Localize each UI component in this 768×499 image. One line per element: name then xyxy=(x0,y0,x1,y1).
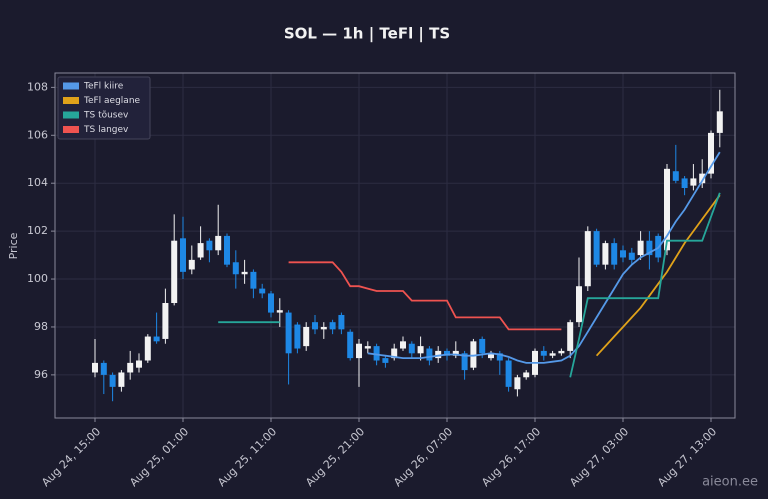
candle-body xyxy=(417,346,424,354)
candle-body xyxy=(690,178,697,186)
legend-swatch xyxy=(63,82,79,90)
legend-box xyxy=(57,76,151,140)
y-tick-label: 98 xyxy=(34,320,48,333)
candle-body xyxy=(611,243,618,265)
candle-body xyxy=(303,326,310,347)
watermark: aieon.ee xyxy=(702,475,758,490)
candle-body xyxy=(294,324,301,349)
candle-body xyxy=(664,168,670,251)
y-tick-label: 108 xyxy=(27,80,48,93)
legend-swatch xyxy=(63,111,79,119)
candle-body xyxy=(197,243,204,258)
line-series xyxy=(218,192,721,378)
candle-body xyxy=(329,322,336,330)
y-tick-label: 104 xyxy=(27,176,48,189)
y-tick-label: 106 xyxy=(27,128,48,141)
legend-label: TeFl kiire xyxy=(83,82,124,92)
candle-body xyxy=(259,288,266,294)
candle-body xyxy=(488,353,494,359)
candle-body xyxy=(470,341,477,368)
candle-body xyxy=(144,336,151,361)
candle-body xyxy=(232,262,239,275)
candle-body xyxy=(672,171,679,181)
candle-body xyxy=(250,271,257,289)
legend: TeFl kiire TeFl aeglane TS tõusev TS langev xyxy=(57,76,151,140)
candle-body xyxy=(584,231,591,287)
candle-body xyxy=(523,372,530,378)
legend-label: TS tõusev xyxy=(83,111,129,121)
candle-body xyxy=(127,362,134,373)
legend-label: TS langev xyxy=(83,125,129,135)
legend-label: TeFl aeglane xyxy=(83,96,141,106)
candle-body xyxy=(356,343,362,359)
candle-body xyxy=(567,322,574,351)
candle-body xyxy=(602,243,609,265)
candle-body xyxy=(400,341,406,349)
candle-body xyxy=(382,358,389,363)
candle-body xyxy=(408,343,415,354)
candle-body xyxy=(646,240,653,256)
candle-body xyxy=(241,271,248,275)
candle-body xyxy=(699,173,706,184)
candle-body xyxy=(593,231,600,265)
candle-body xyxy=(540,350,547,356)
candle-body xyxy=(558,350,565,354)
candle-body xyxy=(224,235,230,265)
candle-body xyxy=(285,312,292,354)
candle-body xyxy=(338,314,345,330)
candle-body xyxy=(435,350,442,359)
candle-body xyxy=(505,360,512,387)
candle-body xyxy=(320,326,327,330)
candle-body xyxy=(681,178,688,188)
y-tick-label: 100 xyxy=(27,272,48,285)
candle-body xyxy=(496,353,503,361)
candle-body xyxy=(373,346,380,361)
candle-body xyxy=(514,377,521,390)
candle-body xyxy=(215,235,222,251)
plot-frame xyxy=(54,72,736,419)
candle-body xyxy=(549,353,556,356)
legend-swatch xyxy=(63,126,79,133)
candle-body xyxy=(364,346,371,349)
candle-body xyxy=(180,238,186,272)
candle-body xyxy=(136,360,142,368)
candle-body xyxy=(620,250,626,258)
candle-body xyxy=(716,111,723,133)
candle-body xyxy=(391,348,398,359)
candle-body xyxy=(118,372,125,387)
line-series xyxy=(288,261,562,331)
candle-body xyxy=(312,322,318,330)
candle-body xyxy=(206,240,213,251)
candle-body xyxy=(576,286,582,323)
candle-body xyxy=(347,331,354,359)
line-series xyxy=(595,194,721,357)
candle-body xyxy=(637,240,644,256)
chart-title: SOL — 1h | TeFl | TS xyxy=(284,25,450,44)
candle-body xyxy=(92,362,98,373)
candle-body xyxy=(628,252,635,260)
candle-body xyxy=(188,259,195,270)
candle-body xyxy=(461,353,468,371)
candle-body xyxy=(452,350,459,356)
candle-body xyxy=(479,338,486,354)
candle-body xyxy=(444,350,450,356)
line-series xyxy=(367,151,721,364)
candle-body xyxy=(162,303,169,339)
candle-body xyxy=(708,132,714,174)
y-tick-label: 102 xyxy=(27,224,48,237)
y-axis-label: Price xyxy=(7,232,20,259)
candle-body xyxy=(276,310,283,313)
candle-body xyxy=(268,293,274,313)
legend-swatch xyxy=(63,97,79,104)
candle-body xyxy=(171,240,178,303)
y-tick-label: 96 xyxy=(34,368,48,381)
candle-body xyxy=(109,374,116,387)
candle-body xyxy=(100,362,107,375)
candle-body xyxy=(153,336,160,342)
candle-body xyxy=(426,348,433,361)
